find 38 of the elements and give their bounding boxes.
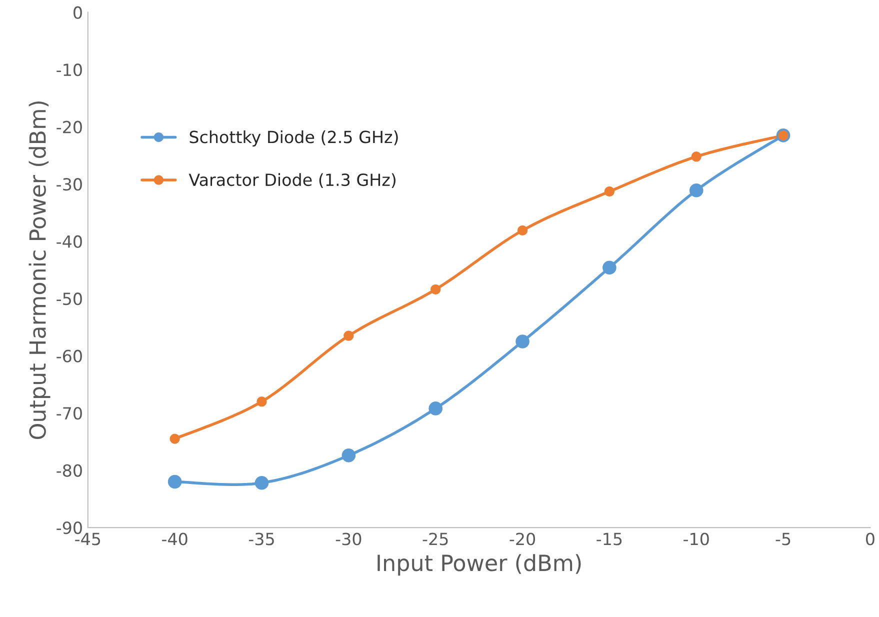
- y-tick-label: -50: [56, 292, 82, 306]
- point: [516, 334, 530, 348]
- point: [170, 434, 180, 444]
- x-tick-label: -20: [510, 532, 536, 546]
- x-tick-label: 0: [866, 532, 874, 546]
- x-axis-title: Input Power (dBm): [378, 554, 581, 576]
- point: [430, 284, 441, 294]
- x-tick-label: -45: [75, 532, 100, 546]
- point: [344, 330, 354, 341]
- x-tick-label: -30: [336, 532, 362, 546]
- y-tick-label: 0: [74, 6, 82, 19]
- y-tick-label: -20: [56, 120, 82, 134]
- point: [517, 225, 528, 236]
- x-tick-label: -5: [776, 532, 790, 546]
- y-tick-label: -80: [56, 464, 82, 477]
- legend-label: Varactor Diode (1.3 GHz): [188, 173, 396, 188]
- x-tick-label: -35: [248, 532, 274, 546]
- point: [168, 474, 182, 489]
- y-tick-label: -40: [56, 235, 82, 248]
- x-tick-label: -10: [684, 532, 709, 546]
- legend-label: Schottky Diode (2.5 GHz): [190, 130, 398, 147]
- point: [602, 260, 616, 275]
- y-tick-label: -60: [56, 350, 82, 362]
- point: [428, 402, 442, 416]
- y-tick-label: -10: [56, 64, 82, 76]
- y-tick-label: -70: [56, 407, 82, 420]
- y-axis-title: Output Harmonic Power (dBm): [28, 102, 50, 440]
- x-tick-label: -40: [162, 532, 188, 546]
- y-tick-label: -30: [56, 178, 82, 191]
- point: [689, 183, 704, 198]
- x-tick-label: -15: [596, 532, 622, 546]
- y-tick-label: -90: [56, 521, 82, 534]
- x-tick-label: -25: [422, 532, 448, 546]
- point: [256, 396, 267, 407]
- point: [254, 476, 269, 490]
- point: [691, 152, 702, 162]
- point: [342, 448, 356, 462]
- point: [604, 186, 615, 197]
